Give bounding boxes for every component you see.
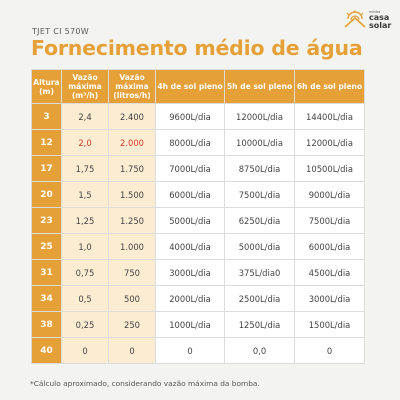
table-cell: 2500L/dia — [224, 285, 295, 312]
table-cell: 1.500 — [108, 181, 156, 208]
table-cell: 0 — [294, 337, 365, 364]
table-cell: 10000L/dia — [224, 129, 295, 156]
height-cell: 34 — [31, 285, 62, 312]
table-cell: 1.000 — [108, 233, 156, 260]
table-cell: 0 — [108, 337, 156, 364]
table-cell: 12000L/dia — [224, 103, 295, 130]
table-cell: 9600L/dia — [155, 103, 225, 130]
height-cell: 25 — [31, 233, 62, 260]
table-cell: 1250L/dia — [224, 311, 295, 338]
table-cell: 0 — [61, 337, 109, 364]
column-header: Vazão máxima (m³/h) — [61, 69, 109, 104]
table-cell: 0,0 — [224, 337, 295, 364]
table-cell: 0,5 — [61, 285, 109, 312]
height-cell: 38 — [31, 311, 62, 338]
brand-logo: minha casa solar — [344, 6, 394, 34]
table-cell: 375L/dia0 — [224, 259, 295, 286]
table-header-row: Altura (m) Vazão máxima (m³/h) Vazão máxim… — [31, 69, 365, 104]
height-cell: 23 — [31, 207, 62, 234]
column-header: 6h de sol pleno — [294, 69, 365, 104]
table-cell: 1,5 — [61, 181, 109, 208]
table-row: 31 0,75 750 3000L/dia 375L/dia0 4500L/dia — [31, 259, 365, 286]
logo-text-solar: solar — [369, 21, 392, 30]
column-header: Vazão máxima (litros/h) — [108, 69, 156, 104]
table-cell: 0,25 — [61, 311, 109, 338]
table-cell: 8000L/dia — [155, 129, 225, 156]
table-row: 20 1,5 1.500 6000L/dia 7500L/dia 9000L/dia — [31, 181, 365, 208]
table-cell: 3000L/dia — [155, 259, 225, 286]
height-cell: 31 — [31, 259, 62, 286]
height-cell: 12 — [31, 129, 62, 156]
table-cell: 1.750 — [108, 155, 156, 182]
table-row: 38 0,25 250 1000L/dia 1250L/dia 1500L/dia — [31, 311, 365, 338]
table-cell: 8750L/dia — [224, 155, 295, 182]
table-cell: 2,4 — [61, 103, 109, 130]
table-row: 12 2,0 2.000 8000L/dia 10000L/dia 12000L/dia — [31, 129, 365, 156]
table-body: 3 2,4 2.400 9600L/dia 12000L/dia 14400L/dia 12… — [31, 103, 365, 364]
table-cell: 1,75 — [61, 155, 109, 182]
table-cell: 14400L/dia — [294, 103, 365, 130]
height-cell: 40 — [31, 337, 62, 364]
table-row: 17 1,75 1.750 7000L/dia 8750L/dia 10500L/dia — [31, 155, 365, 182]
table-cell: 750 — [108, 259, 156, 286]
table-cell: 6000L/dia — [294, 233, 365, 260]
table-cell: 1.250 — [108, 207, 156, 234]
table-cell: 1000L/dia — [155, 311, 225, 338]
table-row: 34 0,5 500 2000L/dia 2500L/dia 3000L/dia — [31, 285, 365, 312]
table-row: 23 1,25 1.250 5000L/dia 6250L/dia 7500L/dia — [31, 207, 365, 234]
table-cell: 7000L/dia — [155, 155, 225, 182]
table-row: 25 1,0 1.000 4000L/dia 5000L/dia 6000L/dia — [31, 233, 365, 260]
table-cell: 1500L/dia — [294, 311, 365, 338]
table-cell: 4000L/dia — [155, 233, 225, 260]
table-cell: 2.000 — [108, 129, 156, 156]
height-cell: 20 — [31, 181, 62, 208]
table-cell: 5000L/dia — [224, 233, 295, 260]
table-cell: 9000L/dia — [294, 181, 365, 208]
table-cell: 4500L/dia — [294, 259, 365, 286]
sun-house-icon — [344, 10, 366, 28]
table-cell: 2.400 — [108, 103, 156, 130]
product-model: TJET CI 570W — [32, 27, 89, 36]
table-cell: 500 — [108, 285, 156, 312]
table-cell: 1,25 — [61, 207, 109, 234]
table-cell: 6000L/dia — [155, 181, 225, 208]
table-cell: 10500L/dia — [294, 155, 365, 182]
page-title: Fornecimento médio de água — [31, 36, 363, 60]
column-header: 5h de sol pleno — [224, 69, 295, 104]
table-cell: 5000L/dia — [155, 207, 225, 234]
column-header: 4h de sol pleno — [155, 69, 225, 104]
table-cell: 3000L/dia — [294, 285, 365, 312]
table-cell: 0 — [155, 337, 225, 364]
table-cell: 2000L/dia — [155, 285, 225, 312]
footnote: *Cálculo aproximado, considerando vazão … — [30, 379, 260, 388]
water-supply-table: Altura (m) Vazão máxima (m³/h) Vazão máxim… — [31, 69, 365, 364]
height-cell: 17 — [31, 155, 62, 182]
height-cell: 3 — [31, 103, 62, 130]
table-cell: 0,75 — [61, 259, 109, 286]
column-header: Altura (m) — [31, 69, 62, 104]
table-row: 3 2,4 2.400 9600L/dia 12000L/dia 14400L/dia — [31, 103, 365, 130]
table-row: 40 0 0 0 0,0 0 — [31, 337, 365, 364]
table-cell: 7500L/dia — [224, 181, 295, 208]
table-cell: 12000L/dia — [294, 129, 365, 156]
logo-text-minha: minha — [369, 10, 381, 14]
logo-text-casa: casa — [369, 13, 390, 22]
table-cell: 7500L/dia — [294, 207, 365, 234]
table-cell: 1,0 — [61, 233, 109, 260]
table-cell: 250 — [108, 311, 156, 338]
table-cell: 2,0 — [61, 129, 109, 156]
table-cell: 6250L/dia — [224, 207, 295, 234]
